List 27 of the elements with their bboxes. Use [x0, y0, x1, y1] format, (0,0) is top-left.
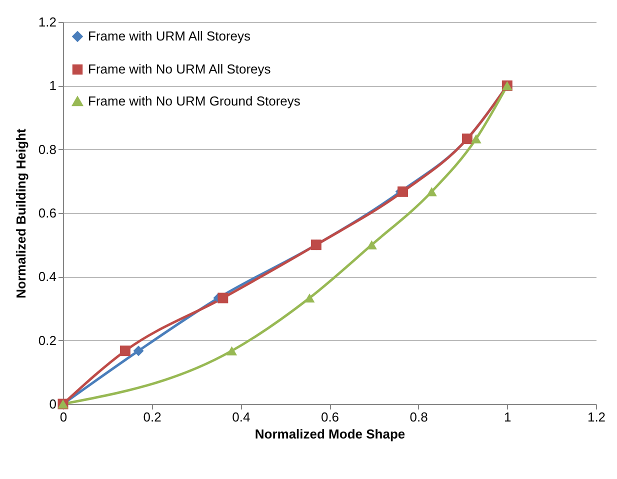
- legend-label: Frame with No URM All Storeys: [88, 62, 272, 76]
- point: [398, 186, 408, 197]
- point: [304, 293, 315, 303]
- x-tick-label: 0.4: [232, 410, 250, 424]
- y-tick-label: 0.2: [38, 332, 56, 348]
- point: [133, 346, 144, 356]
- point: [120, 346, 130, 356]
- x-tick-label: 0.2: [143, 410, 162, 424]
- point: [470, 134, 482, 144]
- point: [426, 187, 437, 196]
- y-tick-label: 1.2: [38, 14, 56, 30]
- x-tick-label: 1.2: [587, 410, 606, 424]
- y-tick-label: 1: [49, 78, 56, 94]
- y-tick-label: 0: [49, 396, 56, 412]
- x-tick-label: 0.6: [320, 410, 340, 424]
- point: [218, 292, 228, 304]
- point: [226, 346, 238, 356]
- x-tick-label: 1: [504, 410, 512, 424]
- y-axis-title: Normalized Building Height: [13, 128, 28, 298]
- legend-label: Frame with No URM Ground Storeys: [88, 94, 301, 108]
- x-tick-label: 0.8: [410, 410, 428, 424]
- y-tick-label: 0.6: [38, 206, 56, 220]
- y-tick-label: 0.8: [38, 142, 56, 157]
- x-tick-label: 0: [60, 410, 68, 424]
- x-axis-title: Normalized Mode Shape: [254, 426, 406, 442]
- legend-label: Frame with URM All Storeys: [88, 28, 252, 44]
- y-tick-label: 0.4: [38, 269, 56, 284]
